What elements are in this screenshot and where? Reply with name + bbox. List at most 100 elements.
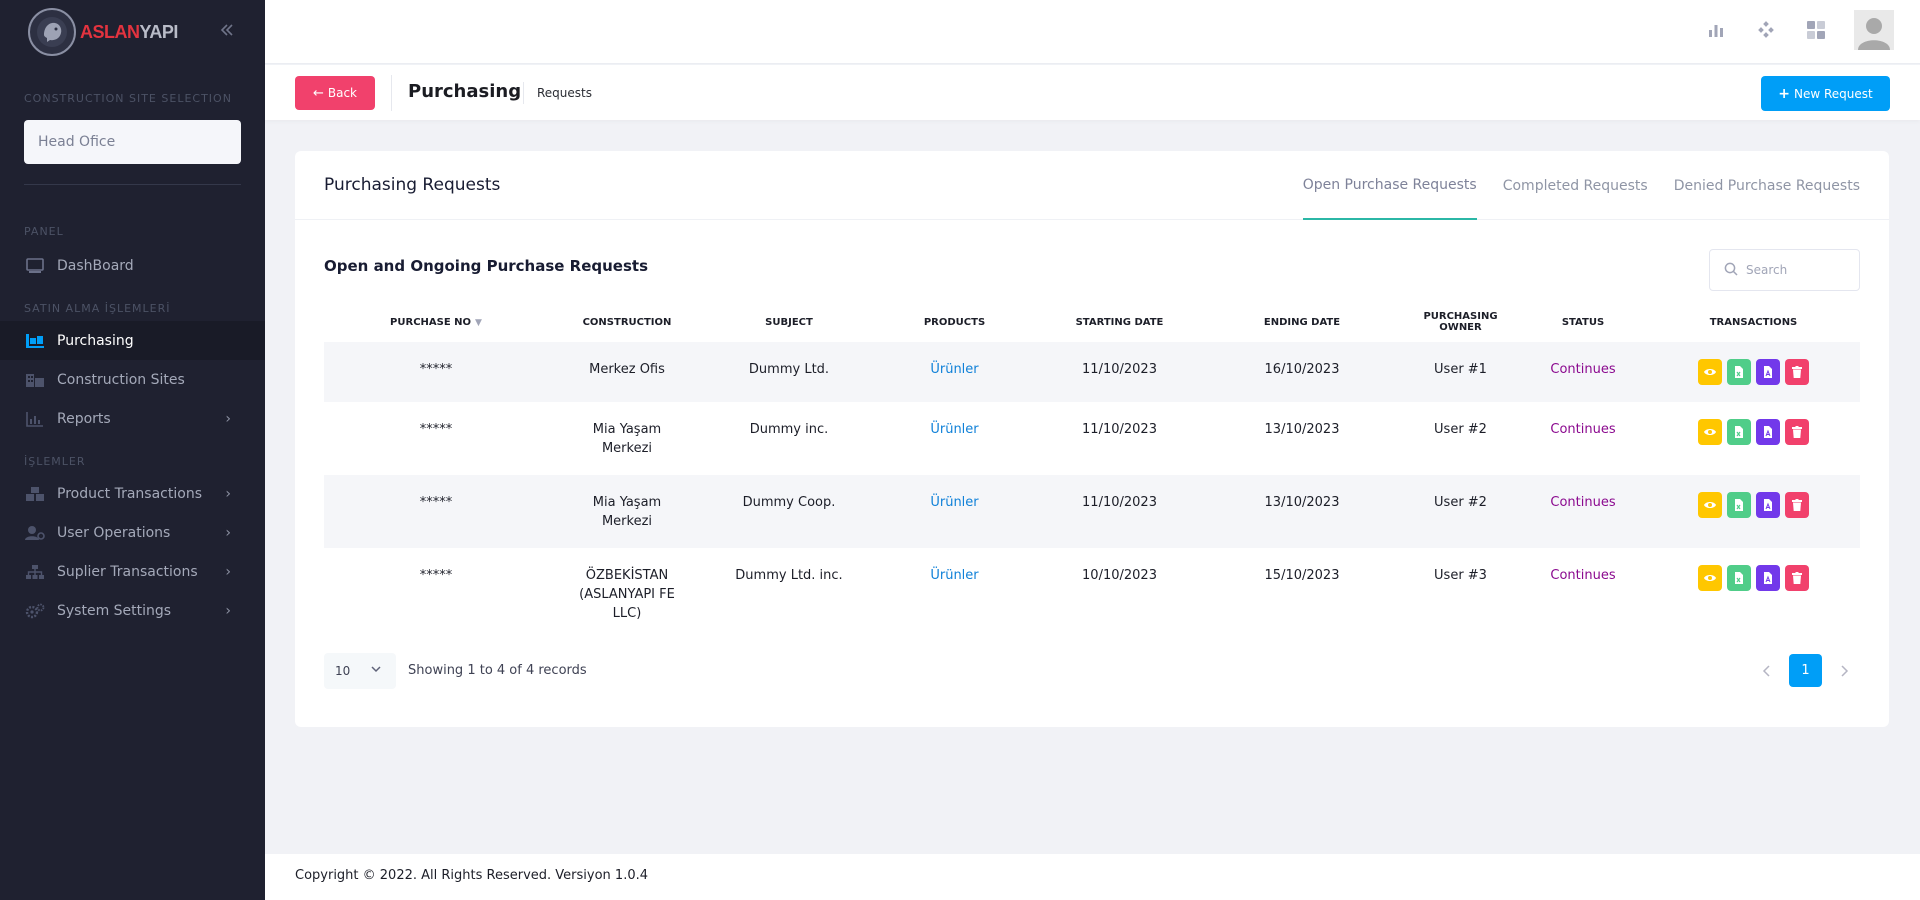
purchase-section-title: SATIN ALMA İŞLEMLERİ (24, 302, 171, 315)
panel-section-title: PANEL (24, 225, 64, 238)
breadcrumb[interactable]: Requests (537, 86, 592, 100)
excel-button[interactable] (1727, 359, 1751, 385)
page-length-select[interactable]: 10 (324, 653, 396, 689)
view-button[interactable] (1698, 565, 1722, 591)
view-button[interactable] (1698, 492, 1722, 518)
purchasing-requests-card: Purchasing Requests Open Purchase Reques… (295, 151, 1889, 727)
new-request-label: New Request (1794, 86, 1873, 101)
tab-completed-requests[interactable]: Completed Requests (1502, 177, 1648, 194)
column-header-ending-date[interactable]: Ending Date (1263, 316, 1341, 328)
cell-ending-date: 13/10/2023 (1264, 495, 1340, 510)
operations-section-title: İŞLEMLER (24, 455, 86, 468)
cell-owner: User #3 (1434, 568, 1487, 583)
search-input[interactable] (1746, 263, 1846, 277)
plus-icon: + (1778, 85, 1790, 102)
sidebar-item-reports[interactable]: Reports › (0, 399, 265, 438)
page-number-button[interactable]: 1 (1789, 654, 1822, 687)
status-text: Continues (1550, 422, 1616, 437)
cell-ending-date: 13/10/2023 (1264, 422, 1340, 437)
pdf-button[interactable] (1756, 419, 1780, 445)
brand-name: ASLANYAPI (80, 22, 178, 43)
sidebar-item-label: Construction Sites (57, 371, 185, 388)
arrow-left-icon: ← (312, 85, 324, 101)
request-tabs: Open Purchase Requests Completed Request… (1277, 151, 1860, 220)
column-header-construction[interactable]: Construction (582, 316, 672, 328)
search-box (1709, 249, 1860, 291)
site-section-title: CONSTRUCTION SITE SELECTION (24, 92, 232, 105)
status-text: Continues (1550, 568, 1616, 583)
sidebar-item-system-settings[interactable]: System Settings › (0, 591, 265, 630)
requests-table: Purchase No ▼ Construction Subject Produc… (324, 302, 1860, 640)
sort-caret-icon: ▼ (475, 317, 482, 328)
view-button[interactable] (1698, 419, 1722, 445)
back-button[interactable]: ← Back (295, 76, 375, 110)
sidebar-item-dashboard[interactable]: DashBoard (0, 246, 265, 285)
sidebar-item-construction-sites[interactable]: Construction Sites (0, 360, 265, 399)
copyright-text: Copyright © 2022. All Rights Reserved. V… (295, 868, 648, 883)
products-link[interactable]: Ürünler (930, 422, 979, 437)
next-page-icon[interactable] (1828, 655, 1860, 687)
sidebar-item-label: Product Transactions (57, 485, 202, 502)
stats-icon[interactable] (1704, 18, 1728, 42)
cell-starting-date: 10/10/2023 (1082, 568, 1157, 583)
pdf-button[interactable] (1756, 565, 1780, 591)
eye-icon (1704, 575, 1716, 581)
chevron-right-icon: › (225, 485, 231, 502)
records-info: Showing 1 to 4 of 4 records (408, 663, 587, 678)
delete-button[interactable] (1785, 565, 1809, 591)
cell-starting-date: 11/10/2023 (1082, 422, 1157, 437)
cell-ending-date: 16/10/2023 (1264, 362, 1340, 377)
file-pdf-icon (1764, 366, 1772, 378)
delete-button[interactable] (1785, 359, 1809, 385)
excel-button[interactable] (1727, 419, 1751, 445)
cell-starting-date: 11/10/2023 (1082, 362, 1157, 377)
column-header-subject[interactable]: Subject (765, 316, 813, 328)
apps-icon[interactable] (1804, 18, 1828, 42)
diamond-grid-icon[interactable] (1754, 18, 1778, 42)
previous-page-icon[interactable] (1751, 655, 1783, 687)
column-header-purchasing-owner[interactable]: Purchasing Owner (1423, 311, 1498, 333)
chevron-right-icon: › (225, 410, 231, 427)
sidebar-item-label: Purchasing (57, 332, 134, 349)
file-pdf-icon (1764, 426, 1772, 438)
topbar-actions (1704, 10, 1920, 50)
cell-owner: User #1 (1434, 362, 1487, 377)
page-length-value: 10 (335, 664, 351, 678)
excel-button[interactable] (1727, 565, 1751, 591)
sidebar-item-label: User Operations (57, 524, 171, 541)
new-request-button[interactable]: + New Request (1761, 76, 1890, 111)
cell-construction: Mia Yaşam Merkezi (592, 422, 662, 456)
row-actions (1647, 419, 1860, 445)
products-link[interactable]: Ürünler (930, 495, 979, 510)
sidebar-item-suplier-transactions[interactable]: Suplier Transactions › (0, 552, 265, 591)
building-icon (24, 371, 46, 389)
site-selector[interactable]: Head Ofice (24, 120, 241, 164)
card-title: Purchasing Requests (324, 175, 501, 195)
column-header-purchase-no[interactable]: Purchase No ▼ (324, 302, 548, 342)
excel-button[interactable] (1727, 492, 1751, 518)
file-pdf-icon (1764, 499, 1772, 511)
column-header-label: Purchase No (390, 316, 472, 328)
delete-button[interactable] (1785, 492, 1809, 518)
cell-subject: Dummy Ltd. inc. (735, 568, 843, 583)
gears-icon (24, 602, 46, 620)
column-header-starting-date[interactable]: Starting Date (1075, 316, 1164, 328)
file-pdf-icon (1764, 572, 1772, 584)
products-link[interactable]: Ürünler (930, 362, 979, 377)
products-link[interactable]: Ürünler (930, 568, 979, 583)
pdf-button[interactable] (1756, 492, 1780, 518)
column-header-status[interactable]: Status (1561, 316, 1605, 328)
delete-button[interactable] (1785, 419, 1809, 445)
sidebar-item-purchasing[interactable]: Purchasing (0, 321, 265, 360)
user-avatar[interactable] (1854, 10, 1894, 50)
sidebar-item-user-operations[interactable]: User Operations › (0, 513, 265, 552)
chevron-down-icon (370, 663, 382, 678)
view-button[interactable] (1698, 359, 1722, 385)
pdf-button[interactable] (1756, 359, 1780, 385)
column-header-products[interactable]: Products (923, 316, 986, 328)
sidebar-item-product-transactions[interactable]: Product Transactions › (0, 474, 265, 513)
collapse-sidebar-icon[interactable] (219, 22, 235, 38)
tab-open-requests[interactable]: Open Purchase Requests (1302, 151, 1477, 220)
tab-denied-requests[interactable]: Denied Purchase Requests (1673, 177, 1860, 194)
chevron-right-icon: › (225, 602, 231, 619)
